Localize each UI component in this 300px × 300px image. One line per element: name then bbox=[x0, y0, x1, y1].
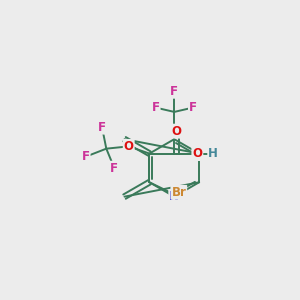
Text: F: F bbox=[110, 162, 118, 175]
Text: O: O bbox=[192, 147, 203, 160]
Text: N: N bbox=[169, 190, 179, 203]
Text: H: H bbox=[208, 147, 218, 160]
Text: O: O bbox=[172, 124, 182, 138]
Text: Br: Br bbox=[171, 186, 186, 199]
Text: F: F bbox=[170, 85, 178, 98]
Text: F: F bbox=[152, 101, 160, 114]
Text: F: F bbox=[189, 101, 197, 114]
Text: F: F bbox=[98, 121, 106, 134]
Text: O: O bbox=[124, 140, 134, 153]
Text: F: F bbox=[82, 150, 90, 163]
